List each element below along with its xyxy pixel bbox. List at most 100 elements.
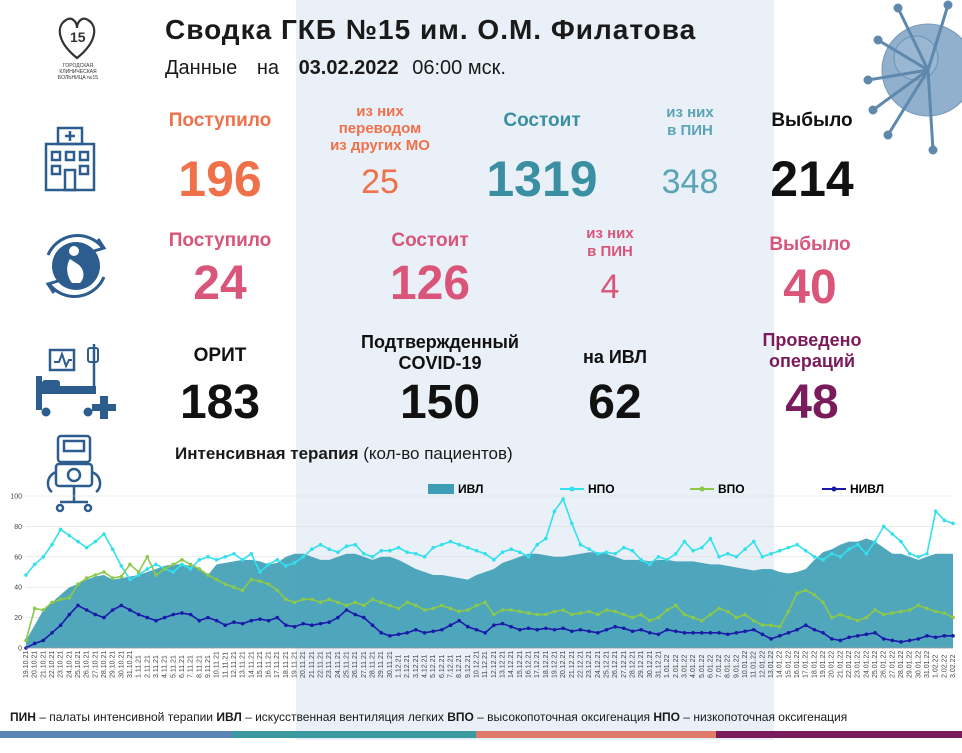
series-point [136,573,141,577]
series-point [197,618,202,623]
series-point [405,550,409,555]
pregnancy-cycle-icon [45,234,107,298]
x-tick-label: 1.12.21 [396,655,403,678]
series-point [881,612,886,617]
x-tick-label: 28.12.21 [629,651,636,678]
x-tick-label: 3.11.21 [153,655,160,678]
series-point [327,597,332,602]
series-point [803,548,808,553]
series-point [899,640,903,644]
legend-label-nivl: НИВЛ [850,482,884,496]
series-point [162,615,167,620]
series-point [292,624,297,629]
series-point [188,567,193,571]
series-point [518,627,522,632]
footer-bar-coral [476,731,716,738]
x-tick-label: 22.10.21 [49,651,56,678]
x-tick-label: 14.12.21 [508,651,515,678]
series-point [301,597,306,602]
series-point [621,545,626,550]
series-point [544,612,548,617]
series-point [405,631,409,635]
series-point [907,608,912,612]
series-point [656,555,661,559]
series-point [457,618,461,623]
series-point [691,631,695,635]
series-point [916,637,921,641]
series-point [336,615,340,620]
series-point [578,611,583,615]
series-point [370,623,375,627]
x-tick-label: 20.11.21 [300,651,307,678]
series-point [223,623,228,627]
series-point [760,555,765,559]
series-point [951,521,955,526]
series-point [171,562,176,567]
series-point [509,608,513,612]
x-tick-label: 25.10.21 [75,651,82,678]
series-point [526,611,531,615]
series-point [925,551,929,556]
series-point [873,539,877,544]
series-point [899,539,903,544]
series-point [474,603,479,608]
series-point [353,612,358,617]
x-tick-label: 17.12.21 [534,651,541,678]
series-point [41,638,46,643]
row2-current-label: Состоит [391,230,469,251]
legend-swatch-npo [560,486,584,492]
series-point [84,576,89,580]
x-tick-label: 14.01.22 [777,651,784,678]
x-tick-label: 3.01.22 [681,655,688,678]
series-point [691,615,695,620]
series-point [838,638,843,643]
legend-swatch-ivl [428,484,454,494]
series-point [821,631,825,635]
series-point [604,608,609,612]
x-tick-label: 10.12.21 [474,651,481,678]
x-tick-label: 19.11.21 [292,651,299,678]
series-point [552,509,557,513]
x-tick-label: 28.10.21 [101,651,108,678]
series-point [258,579,262,583]
series-point [570,521,574,526]
series-point [795,591,799,596]
x-tick-label: 28.11.21 [370,651,377,678]
series-point [457,542,461,547]
series-point [58,623,63,627]
series-point [691,548,695,553]
series-point [916,555,921,559]
x-tick-label: 18.01.22 [811,651,818,678]
x-tick-label: 7.01.22 [716,655,723,678]
x-tick-label: 24.12.21 [595,651,602,678]
x-tick-label: 5.11.21 [170,655,177,678]
series-point [492,623,496,627]
x-tick-label: 23.12.21 [586,651,593,678]
legend-label-ivl: ИВЛ [458,482,483,496]
series-point [362,551,366,556]
x-tick-label: 3.02.22 [950,655,957,678]
series-point [240,558,245,562]
series-point [405,600,409,605]
x-tick-label: 6.11.21 [179,655,186,678]
series-point [595,612,600,617]
series-point [699,631,704,635]
series-point [188,562,193,567]
series-point [942,611,947,615]
series-point [864,551,869,556]
series-point [526,555,531,559]
x-tick-label: 19.01.22 [820,651,827,678]
y-tick-label: 40 [14,585,22,592]
x-tick-label: 21.10.21 [40,651,47,678]
series-point [327,620,332,624]
x-tick-label: 22.11.21 [318,651,325,678]
series-point [466,608,470,612]
series-point [422,631,427,635]
series-point [682,539,687,544]
row1-current-value: 1319 [486,151,598,207]
series-point [595,551,600,556]
on-label: на [256,57,279,79]
series-point [58,597,63,602]
legend-label-vpo: ВПО [718,482,745,496]
series-point [751,618,756,623]
